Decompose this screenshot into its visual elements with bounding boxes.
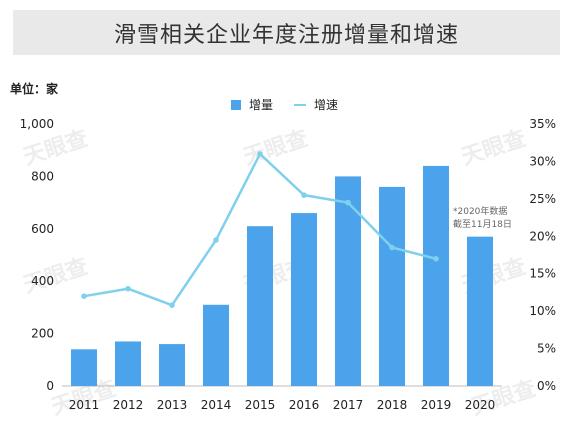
bar-2014 [203, 304, 229, 386]
bar-2020 [467, 236, 493, 386]
x-tick-label: 2017 [333, 398, 364, 412]
y-right-tick-label: 5% [537, 342, 556, 356]
x-tick-label: 2020 [465, 398, 496, 412]
annotation-note: *2020年数据 截至11月18日 [453, 206, 512, 232]
y-right-tick-label: 0% [537, 379, 556, 393]
bar-2017 [335, 176, 361, 386]
legend-label-bar: 增量 [249, 98, 274, 112]
x-tick-label: 2019 [421, 398, 452, 412]
legend-line-swatch [294, 103, 306, 106]
legend-item-line: 增速 [294, 96, 338, 113]
y-right-tick-label: 15% [529, 267, 556, 281]
x-tick-label: 2014 [201, 398, 232, 412]
y-left-tick-label: 800 [31, 169, 54, 183]
y-left-tick-label: 400 [31, 274, 54, 288]
growth-rate-point-2011 [81, 293, 87, 299]
x-tick-label: 2018 [377, 398, 408, 412]
growth-rate-point-2019 [433, 255, 439, 262]
x-tick-label: 2016 [289, 398, 320, 412]
growth-rate-point-2016 [301, 192, 307, 198]
growth-rate-point-2015 [257, 151, 263, 157]
legend-item-bar: 增量 [231, 96, 273, 113]
legend-bar-swatch [231, 99, 241, 110]
x-tick-label: 2015 [245, 398, 276, 412]
y-left-tick-label: 1,000 [20, 117, 54, 131]
growth-rate-point-2018 [389, 244, 395, 251]
y-right-tick-label: 10% [529, 304, 556, 318]
y-right-tick-label: 30% [529, 154, 556, 168]
bar-2016 [291, 213, 317, 386]
legend: 增量 增速 [0, 96, 573, 114]
y-right-tick-label: 35% [529, 117, 556, 131]
growth-rate-point-2013 [169, 302, 175, 308]
y-right-tick-label: 25% [529, 192, 556, 206]
bar-2015 [247, 226, 273, 386]
annotation-line: 截至11月18日 [453, 220, 512, 230]
growth-rate-point-2012 [125, 285, 131, 292]
chart-title: 滑雪相关企业年度注册增量和增速 [113, 22, 459, 48]
unit-label: 单位：家 [10, 82, 59, 96]
bar-2013 [159, 344, 185, 386]
y-left-tick-label: 600 [31, 222, 54, 236]
y-left-tick-label: 0 [46, 379, 54, 393]
annotation-line: *2020年数据 [453, 207, 508, 217]
bar-2019 [423, 165, 449, 386]
x-tick-label: 2011 [69, 398, 100, 412]
x-tick-label: 2013 [157, 398, 188, 412]
x-tick-label: 2012 [113, 398, 144, 412]
bar-2012 [115, 341, 141, 386]
bar-2011 [71, 349, 97, 386]
y-left-tick-label: 200 [31, 327, 54, 341]
legend-label-line: 增速 [314, 98, 339, 112]
title-bar: 滑雪相关企业年度注册增量和增速 [13, 10, 560, 55]
bar-2018 [379, 186, 405, 386]
growth-rate-point-2014 [213, 237, 219, 243]
y-right-tick-label: 20% [529, 229, 556, 243]
growth-rate-point-2017 [345, 199, 351, 206]
